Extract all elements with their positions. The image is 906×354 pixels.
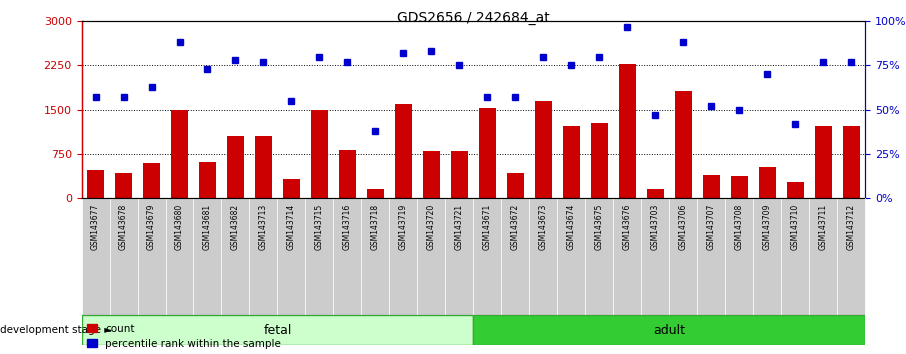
- Text: GSM143719: GSM143719: [399, 204, 408, 250]
- Text: GSM143676: GSM143676: [622, 204, 631, 251]
- Bar: [613, 198, 641, 315]
- Bar: [143, 163, 159, 198]
- Bar: [166, 198, 194, 315]
- Bar: [115, 173, 132, 198]
- Bar: [451, 151, 467, 198]
- Bar: [698, 198, 726, 315]
- Text: GSM143715: GSM143715: [315, 204, 324, 250]
- Bar: [670, 198, 698, 315]
- Text: development stage ►: development stage ►: [0, 325, 112, 335]
- Bar: [535, 101, 552, 198]
- Bar: [731, 176, 747, 198]
- Legend: count, percentile rank within the sample: count, percentile rank within the sample: [87, 324, 282, 349]
- Bar: [473, 198, 501, 315]
- Bar: [423, 151, 439, 198]
- Bar: [227, 136, 244, 198]
- Bar: [563, 126, 580, 198]
- Bar: [641, 198, 670, 315]
- Bar: [82, 315, 473, 345]
- Bar: [255, 136, 272, 198]
- Bar: [361, 198, 390, 315]
- Bar: [781, 198, 809, 315]
- Bar: [110, 198, 138, 315]
- Bar: [283, 179, 300, 198]
- Text: GSM143677: GSM143677: [91, 204, 100, 251]
- Bar: [339, 150, 356, 198]
- Text: GSM143672: GSM143672: [511, 204, 520, 250]
- Bar: [585, 198, 613, 315]
- Bar: [87, 170, 104, 198]
- Text: GSM143682: GSM143682: [231, 204, 240, 250]
- Text: GSM143681: GSM143681: [203, 204, 212, 250]
- Text: GSM143718: GSM143718: [371, 204, 380, 250]
- Text: GSM143708: GSM143708: [735, 204, 744, 250]
- Text: GSM143710: GSM143710: [791, 204, 800, 250]
- Bar: [726, 198, 753, 315]
- Bar: [367, 189, 384, 198]
- Text: GSM143714: GSM143714: [287, 204, 296, 250]
- Text: GSM143711: GSM143711: [819, 204, 828, 250]
- Bar: [837, 198, 865, 315]
- Text: GSM143678: GSM143678: [119, 204, 128, 250]
- Bar: [194, 198, 221, 315]
- Bar: [418, 198, 446, 315]
- Text: GSM143709: GSM143709: [763, 204, 772, 251]
- Bar: [591, 123, 608, 198]
- Bar: [171, 110, 188, 198]
- Text: fetal: fetal: [264, 324, 292, 337]
- Bar: [479, 108, 496, 198]
- Bar: [221, 198, 249, 315]
- Bar: [759, 167, 776, 198]
- Bar: [501, 198, 529, 315]
- Bar: [199, 162, 216, 198]
- Bar: [249, 198, 277, 315]
- Bar: [311, 110, 328, 198]
- Bar: [557, 198, 585, 315]
- Text: GSM143674: GSM143674: [567, 204, 576, 251]
- Bar: [82, 198, 110, 315]
- Bar: [305, 198, 333, 315]
- Text: GSM143703: GSM143703: [651, 204, 660, 251]
- Text: adult: adult: [653, 324, 685, 337]
- Bar: [446, 198, 473, 315]
- Bar: [814, 126, 832, 198]
- Bar: [703, 175, 719, 198]
- Text: GSM143680: GSM143680: [175, 204, 184, 250]
- Text: GSM143720: GSM143720: [427, 204, 436, 250]
- Text: GSM143671: GSM143671: [483, 204, 492, 250]
- Bar: [529, 198, 557, 315]
- Bar: [647, 189, 664, 198]
- Bar: [619, 64, 636, 198]
- Text: GDS2656 / 242684_at: GDS2656 / 242684_at: [397, 11, 550, 25]
- Text: GSM143712: GSM143712: [847, 204, 856, 250]
- Text: GSM143673: GSM143673: [539, 204, 548, 251]
- Text: GSM143679: GSM143679: [147, 204, 156, 251]
- Bar: [390, 198, 418, 315]
- Text: GSM143713: GSM143713: [259, 204, 268, 250]
- Bar: [277, 198, 305, 315]
- Text: GSM143675: GSM143675: [595, 204, 603, 251]
- Bar: [333, 198, 361, 315]
- Text: GSM143716: GSM143716: [343, 204, 352, 250]
- Bar: [395, 104, 412, 198]
- Bar: [787, 182, 804, 198]
- Bar: [809, 198, 837, 315]
- Text: GSM143721: GSM143721: [455, 204, 464, 250]
- Bar: [753, 198, 781, 315]
- Bar: [843, 126, 860, 198]
- Text: GSM143706: GSM143706: [679, 204, 688, 251]
- Bar: [473, 315, 865, 345]
- Bar: [675, 91, 691, 198]
- Bar: [138, 198, 166, 315]
- Bar: [507, 173, 524, 198]
- Text: GSM143707: GSM143707: [707, 204, 716, 251]
